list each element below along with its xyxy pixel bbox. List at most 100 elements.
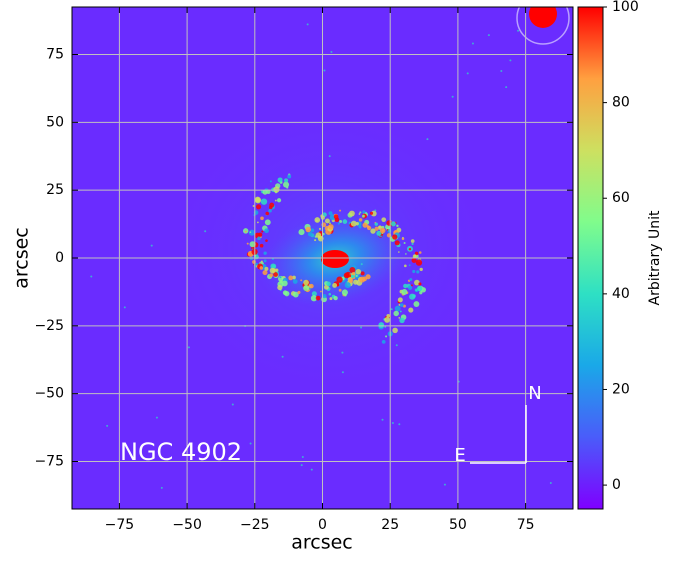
knot [269,273,274,278]
knot [257,236,261,241]
knot [150,244,153,247]
knot [391,422,394,425]
knot [330,50,333,53]
knot [269,267,276,274]
knot [410,239,415,243]
knot [379,227,386,234]
colorbar-tick-label: 60 [612,190,630,206]
knot [387,229,392,233]
knot [409,278,413,282]
knot [90,275,93,278]
colorbar-tick-label: 20 [612,381,630,397]
knot [269,180,272,183]
knot [395,344,398,347]
knot [549,482,552,485]
x-tick-label: 50 [449,517,467,533]
knot [509,59,512,62]
knot [263,259,267,263]
knot [343,272,350,279]
knot [329,297,333,301]
knot [310,228,315,233]
y-tick-label: 75 [46,46,64,62]
knot [339,209,342,212]
knot [305,226,312,233]
knot [342,219,348,224]
knot [378,322,385,328]
knot [416,285,423,292]
knot [274,199,277,202]
colorbar-tick-label: 100 [612,0,639,15]
knot [426,138,429,141]
knot [408,264,411,267]
y-tick-label: 25 [46,182,64,198]
knot [338,288,342,292]
knot [249,231,252,234]
knot [350,220,357,227]
knot [402,304,406,308]
knot [322,294,327,299]
knot [333,295,338,301]
knot [341,289,348,296]
knot [264,266,269,271]
knot [325,218,330,224]
knot [403,283,408,289]
knot [349,267,356,273]
knot [355,268,362,275]
knot [337,222,340,225]
knot [505,86,508,89]
knot [412,269,416,274]
knot [358,218,363,222]
knot [386,313,391,318]
colorbar-tick-label: 80 [612,95,630,111]
knot [361,214,365,218]
y-tick-label: −25 [34,318,64,334]
knot [123,306,126,309]
x-tick-label: 0 [318,517,327,533]
knot [282,181,290,188]
knot [409,293,416,300]
knot [397,251,400,253]
knot [273,186,280,193]
knot [369,211,374,215]
knot [332,283,338,288]
knot [298,229,305,236]
knot [231,403,234,406]
y-tick-label: −50 [34,386,64,402]
knot [396,224,399,228]
knot [259,266,264,270]
knot [360,326,363,329]
y-axis-label: arcsec [11,227,33,289]
star-ring [516,7,570,45]
knot [260,260,263,263]
knot [500,70,503,73]
knot [404,264,407,268]
knot [249,442,252,445]
knot [160,486,163,489]
x-tick-label: −25 [240,517,270,533]
knot [348,210,355,217]
knot [415,289,418,292]
y-tick-label: 0 [55,250,64,266]
knot [344,282,351,289]
knot [418,251,422,254]
knot [276,198,282,203]
knot [412,254,417,259]
knot [336,276,343,283]
knot [329,222,332,225]
knot [306,23,309,26]
knot [411,242,414,246]
knot [300,464,303,467]
knot [398,303,401,306]
knot [374,222,378,226]
knot [328,211,333,216]
knot [320,290,322,293]
knot [414,279,420,286]
x-tick-label: 25 [381,517,399,533]
knot [339,220,342,223]
knot [403,241,406,244]
knot [315,232,322,238]
knot [314,239,317,242]
knot [405,253,407,255]
knot [397,297,403,303]
x-tick-label: −50 [172,517,202,533]
